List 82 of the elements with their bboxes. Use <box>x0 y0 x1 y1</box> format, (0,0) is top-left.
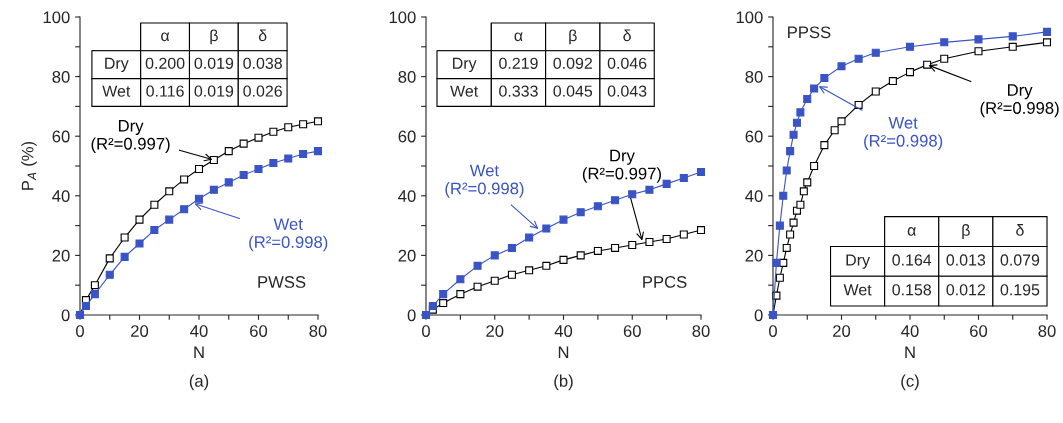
text: (c) <box>901 374 919 391</box>
annotation: β <box>962 224 970 239</box>
annotation: 0.158 <box>892 284 931 296</box>
annotation: Dry (R²=0.997) <box>91 120 170 153</box>
annotation: 0.333 <box>499 85 538 97</box>
x-axis-title: N <box>558 346 569 358</box>
annotation: Wet (R²=0.998) <box>249 218 328 252</box>
annotation: Wet (R²=0.998) <box>864 117 943 150</box>
annotation: Wet (R²=0.998) <box>445 164 524 198</box>
annotation: Dry <box>846 254 870 269</box>
x-axis-title: N <box>194 346 204 358</box>
annotation: δ <box>623 29 631 42</box>
x-tick-label: 60 <box>250 325 268 337</box>
x-tick-label: 20 <box>131 325 149 337</box>
annotation: PWSS <box>258 276 306 288</box>
annotation: Wet <box>450 85 479 97</box>
y-tick-label: 40 <box>745 190 763 202</box>
y-tick-label: 20 <box>398 249 416 262</box>
annotation: 0.200 <box>145 57 185 69</box>
y-tick-label: 20 <box>52 249 70 262</box>
x-tick-label: 20 <box>486 325 504 337</box>
annotation: α <box>161 32 170 42</box>
annotation: β <box>210 29 218 45</box>
annotation: Dry <box>105 57 129 73</box>
annotation: Dry (R²=0.998) <box>980 84 1059 118</box>
x-tick-label: 60 <box>623 325 641 337</box>
annotation: δ <box>258 29 267 42</box>
y-tick-label: 60 <box>52 130 70 143</box>
text: (b) <box>554 374 573 391</box>
y-tick-label: 20 <box>745 249 763 262</box>
annotation: δ <box>1016 224 1024 236</box>
y-tick-label: 0 <box>754 309 763 322</box>
x-tick-label: 0 <box>76 325 84 337</box>
annotation: 0.013 <box>946 254 986 266</box>
y-tick-label: 100 <box>736 11 763 24</box>
annotation: Dry <box>453 57 477 73</box>
annotation: 0.195 <box>1000 284 1040 296</box>
annotation: 0.079 <box>1000 254 1040 266</box>
annotation: PPSS <box>788 26 831 39</box>
annotation: α <box>514 32 523 42</box>
text: (a) <box>189 374 209 391</box>
annotation: β <box>569 29 577 45</box>
annotation: 0.219 <box>499 57 538 69</box>
x-tick-label: 40 <box>190 325 208 337</box>
annotation: 0.019 <box>194 57 234 69</box>
annotation: Dry (R²=0.997) <box>582 149 661 183</box>
y-tick-label: 80 <box>745 71 763 83</box>
y-tick-label: 40 <box>52 190 70 202</box>
x-tick-label: 20 <box>833 325 851 337</box>
annotation: 0.012 <box>946 284 986 296</box>
y-tick-label: 60 <box>745 130 763 143</box>
x-tick-label: 0 <box>769 325 777 337</box>
y-axis-title: P$_{A}$ (%) <box>21 141 37 190</box>
annotation: 0.164 <box>892 254 932 266</box>
annotation: PPCS <box>643 276 687 288</box>
annotation: 0.026 <box>243 85 282 97</box>
y-tick-label: 60 <box>398 130 416 143</box>
annotation: Wet <box>843 284 872 296</box>
x-axis-title: N <box>905 346 915 358</box>
y-tick-label: 100 <box>43 11 70 24</box>
x-tick-label: 40 <box>554 325 573 337</box>
annotation: 0.045 <box>553 85 593 97</box>
x-tick-label: 40 <box>901 325 919 337</box>
x-tick-label: 60 <box>970 325 988 337</box>
annotation: α <box>907 227 916 236</box>
annotation: 0.092 <box>553 57 592 69</box>
x-tick-label: 0 <box>422 325 430 337</box>
x-tick-label: 80 <box>692 325 710 337</box>
x-tick-label: 80 <box>309 325 327 337</box>
x-tick-label: 80 <box>1038 325 1056 337</box>
y-tick-label: 80 <box>398 71 416 83</box>
annotation: Wet <box>102 85 131 97</box>
annotation: 0.038 <box>243 57 282 69</box>
y-tick-label: 40 <box>398 190 416 202</box>
annotation: 0.046 <box>607 57 647 69</box>
y-tick-label: 80 <box>52 71 70 83</box>
annotation: 0.116 <box>146 85 184 97</box>
annotation: 0.043 <box>607 85 647 97</box>
y-tick-label: 0 <box>61 309 70 322</box>
y-tick-label: 0 <box>407 309 416 322</box>
y-tick-label: 100 <box>389 11 416 24</box>
annotation: 0.019 <box>194 85 234 97</box>
